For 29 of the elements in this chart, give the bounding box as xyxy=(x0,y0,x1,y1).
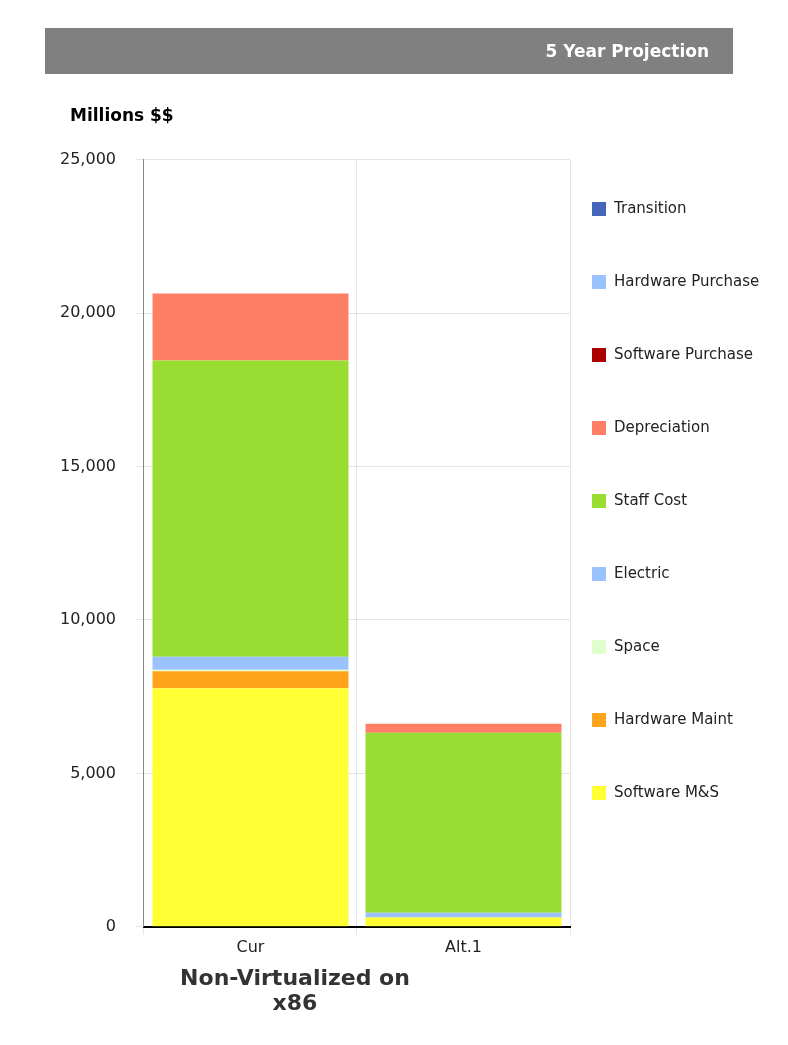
legend-label: Transition xyxy=(614,198,688,219)
bar xyxy=(152,671,349,689)
bar xyxy=(152,293,349,361)
bar xyxy=(152,656,349,670)
bar xyxy=(365,917,562,927)
bar xyxy=(152,688,349,927)
y-tick-label: 20,000 xyxy=(60,302,116,322)
text: 5 Year Projection xyxy=(45,28,733,74)
legend-label: Hardware Purchase xyxy=(614,271,761,292)
legend-label: Hardware Maint xyxy=(614,709,734,730)
x-tick-label: Cur xyxy=(236,936,265,956)
legend-label: Space xyxy=(614,636,661,657)
y-tick-label: 25,000 xyxy=(60,148,116,168)
bar xyxy=(365,912,562,918)
y-tick-label: 5,000 xyxy=(70,762,116,782)
y-axis-title: Millions $$ xyxy=(70,105,174,125)
legend-label: Software M&S xyxy=(614,782,721,803)
bar xyxy=(152,360,349,657)
y-tick-label: 0 xyxy=(105,915,116,935)
y-tick-label: 15,000 xyxy=(60,455,116,475)
text: Non-Virtualized on x86 xyxy=(179,965,411,1015)
legend-label: Software Purchase xyxy=(614,344,754,365)
bar xyxy=(365,723,562,733)
legend-label: Electric xyxy=(614,563,671,584)
legend-label: Depreciation xyxy=(614,417,711,438)
y-tick-label: 10,000 xyxy=(60,609,116,629)
x-tick-label: Alt.1 xyxy=(445,936,482,956)
legend-label: Staff Cost xyxy=(614,490,689,511)
bar xyxy=(365,732,562,913)
